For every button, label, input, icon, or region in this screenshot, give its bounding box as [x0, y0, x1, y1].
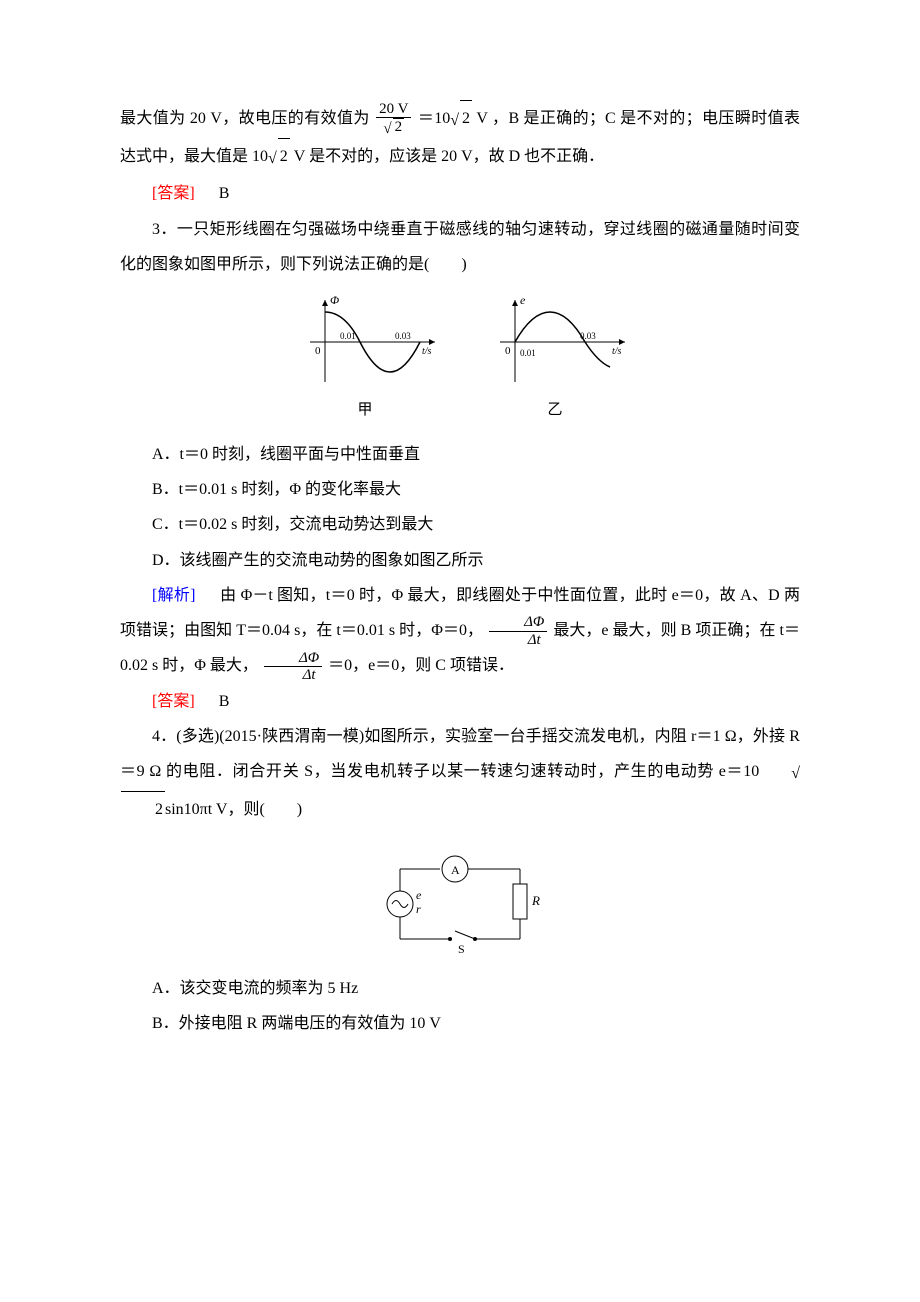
q3-answer-line: [答案] B	[120, 684, 800, 719]
resistor-label: R	[531, 893, 540, 908]
q4-option-b: B．外接电阻 R 两端电压的有效值为 10 V	[120, 1006, 800, 1041]
sqrt-q4: 2	[121, 791, 165, 827]
source-r-label: r	[416, 902, 421, 916]
source-e-label: e	[416, 888, 422, 902]
ylabel-phi: Φ	[330, 293, 339, 307]
q3-option-b: B．t＝0.01 s 时刻，Φ 的变化率最大	[120, 472, 800, 507]
xlabel-ts-1: t/s	[422, 346, 432, 357]
intro-seg1: 最大值为 20 V，故电压的有效值为	[120, 110, 370, 127]
q3-figures: Φ t/s 0 0.01 0.03 甲 e t/s 0 0.01 0.03	[120, 292, 800, 427]
q3-answer-value: B	[219, 693, 230, 710]
q3-option-d: D．该线圈产生的交流电动势的图象如图乙所示	[120, 543, 800, 578]
figure-right: e t/s 0 0.01 0.03 乙	[480, 292, 630, 427]
fraction-20v-root2: 20 V √2	[374, 101, 413, 138]
q4-option-a: A．该交变电流的频率为 5 Hz	[120, 971, 800, 1006]
q3-stem: 3．一只矩形线圈在匀强磁场中绕垂直于磁感线的轴匀速转动，穿过线圈的磁通量随时间变…	[120, 212, 800, 282]
frac-den: √2	[376, 118, 411, 138]
q3-stem-text: 一只矩形线圈在匀强磁场中绕垂直于磁感线的轴匀速转动，穿过线圈的磁通量随时间变化的…	[120, 221, 800, 273]
q4-number: 4．	[152, 728, 176, 745]
answer-label-1: [答案]	[152, 185, 195, 202]
circuit-diagram: A R S e r	[370, 839, 550, 959]
origin-2: 0	[505, 345, 511, 357]
figure-left: Φ t/s 0 0.01 0.03 甲	[290, 292, 440, 427]
tick-003-r: 0.03	[580, 331, 596, 341]
frac-num: 20 V	[376, 101, 411, 119]
q3-number: 3．	[152, 221, 177, 238]
frac-dphi-dt-2: ΔΦ Δt	[262, 650, 324, 684]
frac-dphi-dt-1: ΔΦ Δt	[487, 614, 549, 648]
tick-001-r: 0.01	[520, 348, 536, 358]
tick-003: 0.03	[395, 331, 411, 341]
origin-1: 0	[315, 345, 321, 357]
analysis-label-1: [解析]	[152, 587, 195, 604]
intro-paragraph: 最大值为 20 V，故电压的有效值为 20 V √2 ＝10√2 V ，B 是正…	[120, 100, 800, 176]
q3-option-a: A．t＝0 时刻，线圈平面与中性面垂直	[120, 437, 800, 472]
q4-suffix: sin10πt V，则( )	[165, 801, 302, 818]
answer-1-line: [答案] B	[120, 176, 800, 211]
page: 最大值为 20 V，故电压的有效值为 20 V √2 ＝10√2 V ，B 是正…	[0, 0, 920, 1302]
intro-seg4: V 是不对的，应该是 20 V，故 D 也不正确．	[294, 148, 604, 165]
answer-label-2: [答案]	[152, 693, 195, 710]
q4-circuit: A R S e r	[120, 839, 800, 959]
chart-e-t: e t/s 0 0.01 0.03	[480, 292, 630, 392]
sqrt-b: 2	[460, 100, 472, 136]
q4-stem: 4．(多选)(2015·陕西渭南一模)如图所示，实验室一台手摇交流发电机，内阻 …	[120, 719, 800, 828]
intro-seg2: ＝10	[418, 110, 450, 127]
caption-right: 乙	[480, 394, 630, 427]
switch-label: S	[458, 942, 465, 956]
q3-option-c: C．t＝0.02 s 时刻，交流电动势达到最大	[120, 507, 800, 542]
q3-analysis-seg3: ＝0，e＝0，则 C 项错误．	[328, 657, 514, 674]
xlabel-ts-2: t/s	[612, 346, 622, 357]
chart-phi-t: Φ t/s 0 0.01 0.03	[290, 292, 440, 392]
ylabel-e: e	[520, 293, 526, 307]
tick-001: 0.01	[340, 331, 356, 341]
answer-value-1: B	[219, 185, 230, 202]
q3-analysis: [解析] 由 Φ－t 图知，t＝0 时，Φ 最大，即线圈处于中性面位置，此时 e…	[120, 578, 800, 684]
sqrt-c: 2	[278, 138, 290, 174]
ammeter-label: A	[451, 863, 460, 877]
q4-prefix: (多选)(2015·陕西渭南一模)如图所示，实验室一台手摇交流发电机，内阻 r＝…	[120, 728, 800, 780]
caption-left: 甲	[290, 394, 440, 427]
